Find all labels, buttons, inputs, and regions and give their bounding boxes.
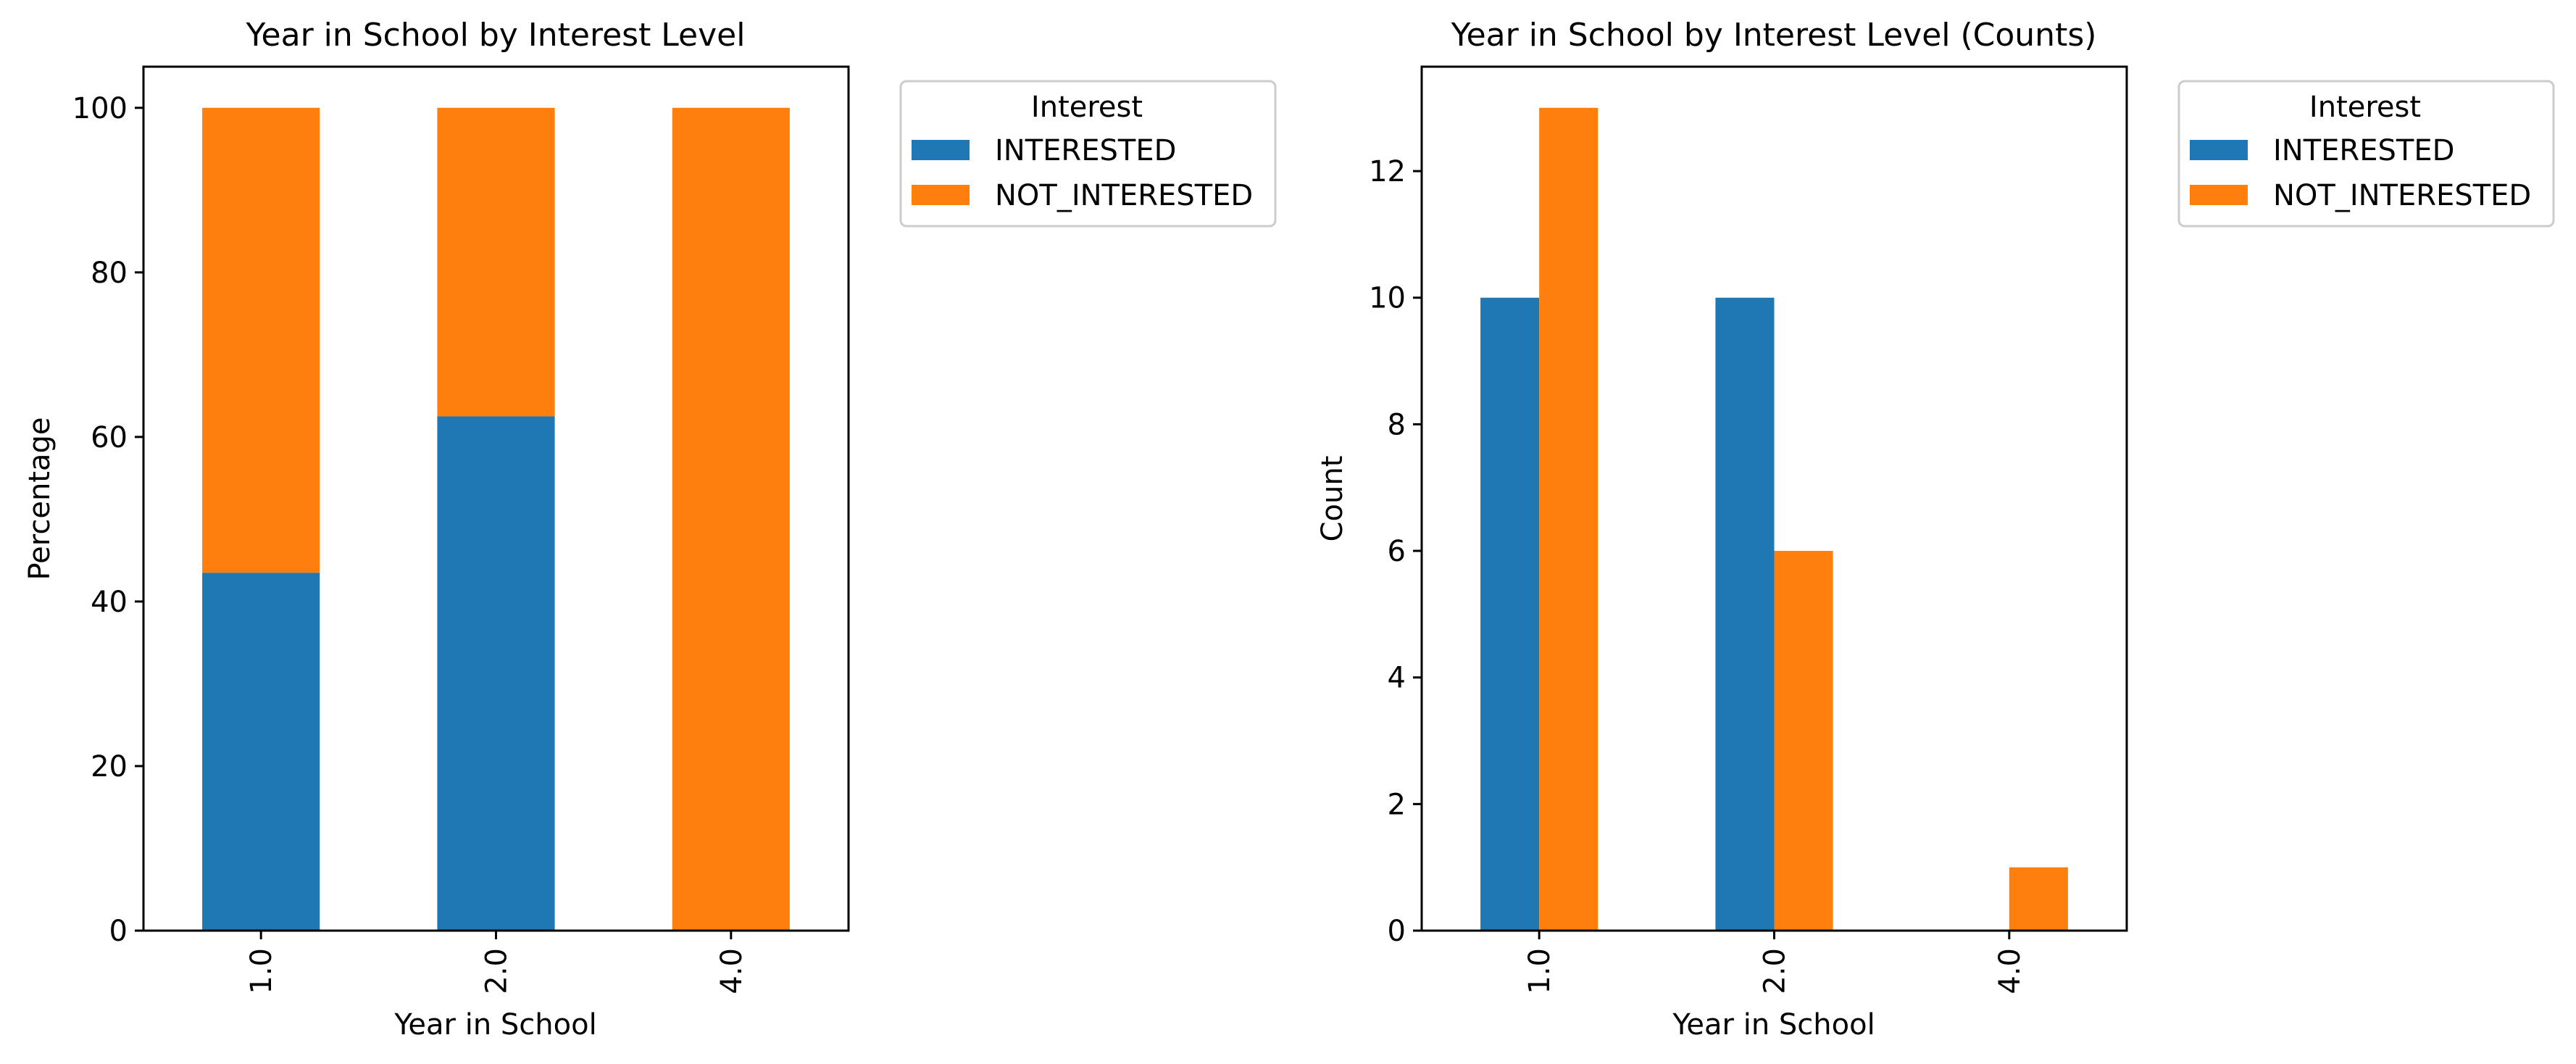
bars xyxy=(202,107,790,931)
y-tick-label: 100 xyxy=(72,92,128,125)
legend-frame xyxy=(2177,80,2555,228)
legend-label-not-interested: NOT_INTERESTED xyxy=(995,179,1253,212)
x-tick-label: 2.0 xyxy=(1759,948,1792,994)
legend-label-interested: INTERESTED xyxy=(995,134,1176,167)
bar-interested-2.0 xyxy=(437,416,555,931)
y-tick-label: 12 xyxy=(1369,155,1406,188)
legend-swatch-not-interested xyxy=(912,185,970,205)
y-tick-label: 4 xyxy=(1388,662,1406,695)
x-tick-label: 2.0 xyxy=(480,948,514,994)
y-axis-label: Count xyxy=(1316,456,1349,542)
y-tick-label: 60 xyxy=(91,421,128,454)
count-grouped-bar-chart: Year in School by Interest Level (Counts… xyxy=(1316,17,2555,1042)
legend-label-not-interested: NOT_INTERESTED xyxy=(2273,179,2531,212)
y-tick-label: 2 xyxy=(1388,788,1406,821)
bar-not-interested-4.0 xyxy=(2009,867,2068,931)
bars xyxy=(1480,107,2068,931)
legend-label-interested: INTERESTED xyxy=(2273,134,2454,167)
y-tick-label: 0 xyxy=(1388,915,1406,948)
y-tick-label: 6 xyxy=(1388,535,1406,568)
x-axis-label: Year in School xyxy=(393,1008,596,1042)
bar-not-interested-2.0 xyxy=(437,107,555,417)
bar-interested-1.0 xyxy=(202,573,320,931)
x-axis-ticks: 1.0 2.0 4.0 xyxy=(245,931,749,994)
legend-swatch-interested xyxy=(2190,140,2248,160)
bar-not-interested-1.0 xyxy=(1539,107,1598,931)
bar-not-interested-2.0 xyxy=(1774,551,1833,931)
chart-title: Year in School by Interest Level (Counts… xyxy=(1451,17,2097,54)
x-tick-label: 4.0 xyxy=(715,948,749,994)
x-tick-label: 1.0 xyxy=(245,948,278,994)
bar-interested-1.0 xyxy=(1480,297,1540,931)
x-axis-label: Year in School xyxy=(1672,1008,1875,1042)
legend-swatch-interested xyxy=(912,140,970,160)
bar-interested-2.0 xyxy=(1715,297,1775,931)
y-tick-label: 8 xyxy=(1388,408,1406,441)
y-tick-label: 0 xyxy=(109,915,128,948)
y-tick-label: 80 xyxy=(91,257,128,290)
y-tick-label: 40 xyxy=(91,586,128,619)
percentage-stacked-bar-chart: Year in School by Interest Level 0 20 40 60… xyxy=(23,17,1277,1042)
y-axis-ticks: 0 2 4 6 8 10 12 xyxy=(1369,155,1422,948)
legend-frame xyxy=(899,80,1277,228)
chart-title: Year in School by Interest Level xyxy=(246,17,746,54)
legend-title: Interest xyxy=(1031,91,1143,124)
bar-not-interested-4.0 xyxy=(672,107,790,931)
legend: Interest INTERESTED NOT_INTERESTED xyxy=(2177,80,2555,228)
legend-swatch-not-interested xyxy=(2190,185,2248,205)
legend: Interest INTERESTED NOT_INTERESTED xyxy=(899,80,1277,228)
x-tick-label: 1.0 xyxy=(1523,948,1556,994)
x-tick-label: 4.0 xyxy=(1993,948,2027,994)
y-axis-ticks: 0 20 40 60 80 100 xyxy=(72,92,143,948)
x-axis-ticks: 1.0 2.0 4.0 xyxy=(1523,931,2027,994)
y-axis-label: Percentage xyxy=(23,417,57,580)
y-tick-label: 10 xyxy=(1369,282,1406,315)
y-tick-label: 20 xyxy=(91,750,128,784)
legend-title: Interest xyxy=(2309,91,2421,124)
bar-not-interested-1.0 xyxy=(202,107,320,573)
